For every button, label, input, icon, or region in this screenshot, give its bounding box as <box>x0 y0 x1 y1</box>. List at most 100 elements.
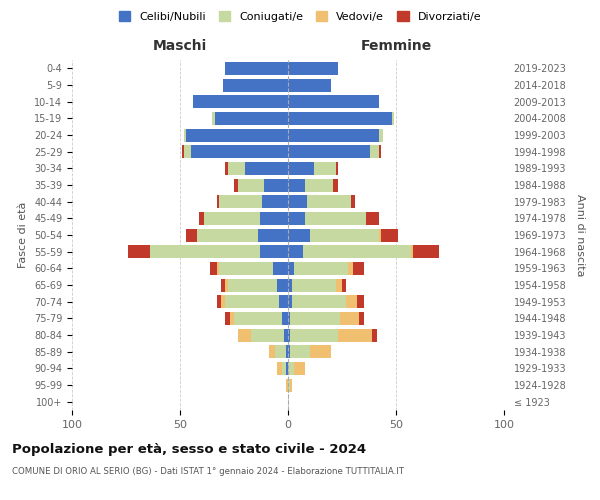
Bar <box>280 295 288 308</box>
Bar <box>223 78 288 92</box>
Bar <box>338 328 372 342</box>
Bar <box>314 162 335 175</box>
Bar <box>335 162 338 175</box>
Bar <box>392 112 394 125</box>
Bar <box>288 128 379 141</box>
Bar <box>286 378 288 392</box>
Bar <box>307 195 350 208</box>
Bar <box>245 162 288 175</box>
Bar <box>227 278 277 291</box>
Bar <box>295 362 305 375</box>
Bar <box>221 295 226 308</box>
Bar <box>187 128 288 141</box>
Bar <box>288 178 305 192</box>
Bar <box>379 145 381 158</box>
Bar <box>288 362 295 375</box>
Bar <box>357 295 364 308</box>
Bar <box>264 178 288 192</box>
Bar <box>230 312 234 325</box>
Bar <box>187 228 197 241</box>
Text: Femmine: Femmine <box>361 40 431 54</box>
Bar <box>226 312 230 325</box>
Bar <box>215 112 288 125</box>
Bar <box>150 245 260 258</box>
Bar <box>212 112 215 125</box>
Bar <box>219 262 273 275</box>
Bar <box>197 228 258 241</box>
Bar <box>182 145 184 158</box>
Bar <box>353 262 364 275</box>
Bar <box>379 228 381 241</box>
Bar <box>334 178 338 192</box>
Bar <box>258 228 288 241</box>
Bar <box>217 295 221 308</box>
Bar <box>269 345 275 358</box>
Bar <box>286 345 288 358</box>
Bar <box>372 328 377 342</box>
Bar <box>191 145 288 158</box>
Bar <box>288 312 290 325</box>
Bar <box>273 262 288 275</box>
Bar <box>288 145 370 158</box>
Bar <box>210 262 217 275</box>
Bar <box>277 362 281 375</box>
Bar <box>288 212 305 225</box>
Bar <box>275 345 286 358</box>
Bar <box>288 328 290 342</box>
Bar <box>295 262 349 275</box>
Bar <box>226 62 288 75</box>
Y-axis label: Anni di nascita: Anni di nascita <box>575 194 585 276</box>
Bar <box>305 212 366 225</box>
Bar <box>288 62 338 75</box>
Text: COMUNE DI ORIO AL SERIO (BG) - Dati ISTAT 1° gennaio 2024 - Elaborazione TUTTITA: COMUNE DI ORIO AL SERIO (BG) - Dati ISTA… <box>12 468 404 476</box>
Bar <box>219 195 262 208</box>
Bar <box>288 195 307 208</box>
Bar <box>310 345 331 358</box>
Bar <box>310 228 379 241</box>
Bar <box>288 78 331 92</box>
Bar <box>288 245 303 258</box>
Bar <box>292 295 346 308</box>
Bar <box>288 112 392 125</box>
Bar <box>199 212 204 225</box>
Bar <box>292 278 335 291</box>
Bar <box>379 128 383 141</box>
Bar <box>262 195 288 208</box>
Bar <box>226 295 280 308</box>
Bar <box>238 328 251 342</box>
Bar <box>281 362 286 375</box>
Bar <box>184 128 187 141</box>
Bar <box>303 245 411 258</box>
Bar <box>184 145 191 158</box>
Bar <box>288 228 310 241</box>
Bar <box>238 178 264 192</box>
Bar <box>340 312 359 325</box>
Bar <box>342 278 346 291</box>
Bar <box>193 95 288 108</box>
Bar <box>234 178 238 192</box>
Bar <box>288 278 292 291</box>
Text: Maschi: Maschi <box>153 40 207 54</box>
Bar <box>359 312 364 325</box>
Bar <box>251 328 284 342</box>
Bar <box>413 245 439 258</box>
Y-axis label: Fasce di età: Fasce di età <box>19 202 28 268</box>
Bar <box>346 295 357 308</box>
Bar <box>305 178 334 192</box>
Bar <box>260 212 288 225</box>
Bar <box>284 328 288 342</box>
Bar <box>288 262 295 275</box>
Bar <box>204 212 260 225</box>
Bar <box>335 278 342 291</box>
Bar <box>288 378 290 392</box>
Bar <box>288 95 379 108</box>
Bar <box>226 162 227 175</box>
Bar <box>381 228 398 241</box>
Bar <box>288 162 314 175</box>
Bar <box>281 312 288 325</box>
Bar <box>350 195 355 208</box>
Bar <box>288 295 292 308</box>
Legend: Celibi/Nubili, Coniugati/e, Vedovi/e, Divorziati/e: Celibi/Nubili, Coniugati/e, Vedovi/e, Di… <box>116 8 484 25</box>
Bar <box>277 278 288 291</box>
Bar <box>260 245 288 258</box>
